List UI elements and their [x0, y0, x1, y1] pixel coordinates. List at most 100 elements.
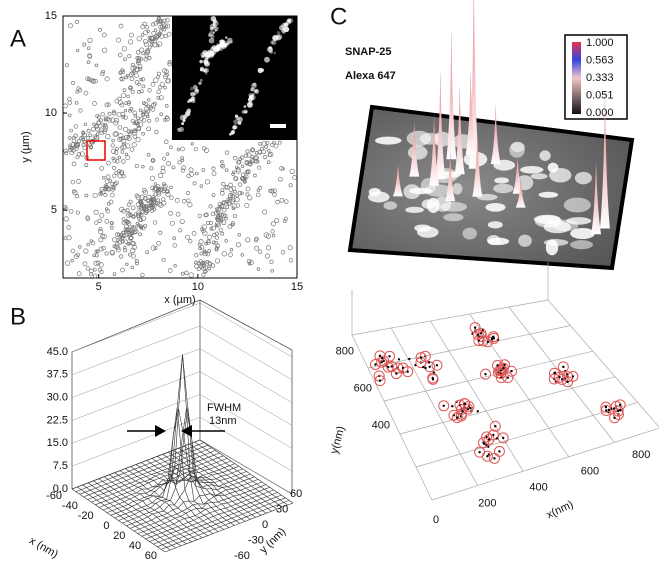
- localization: [112, 131, 118, 138]
- localization: [98, 27, 103, 32]
- signal: [244, 110, 248, 114]
- localization: [203, 213, 208, 218]
- spike: [472, 126, 483, 197]
- localization: [215, 243, 221, 249]
- localization: [221, 251, 227, 257]
- localization: [461, 410, 464, 413]
- localization: [132, 65, 137, 70]
- localization: [93, 209, 99, 215]
- localization: [133, 114, 138, 118]
- localization: [201, 168, 206, 172]
- localization: [185, 190, 190, 196]
- localization: [188, 272, 194, 278]
- localization: [432, 371, 436, 374]
- mesh-line: [189, 443, 283, 508]
- localization: [106, 186, 112, 192]
- localization: [246, 169, 251, 174]
- localization: [64, 63, 69, 68]
- localization: [129, 32, 135, 38]
- colorbar-label: 0.333: [586, 72, 614, 84]
- localization: [121, 221, 126, 225]
- localization: [128, 252, 132, 257]
- localization: [267, 152, 272, 158]
- localization: [191, 230, 197, 236]
- localization: [227, 224, 233, 229]
- localization: [139, 205, 144, 211]
- localization: [199, 245, 205, 250]
- localization: [237, 232, 241, 237]
- x-tick-label: 10: [192, 281, 204, 293]
- blob: [409, 187, 432, 195]
- localization: [114, 170, 119, 175]
- localization: [235, 193, 239, 198]
- signal: [271, 39, 277, 45]
- y-tick-label: 400: [372, 420, 390, 432]
- spike: [435, 69, 446, 180]
- localization: [145, 210, 149, 214]
- localization: [103, 193, 108, 198]
- localization: [120, 92, 127, 98]
- localization: [77, 88, 83, 93]
- signal: [225, 36, 228, 39]
- localization: [205, 239, 211, 245]
- localization: [431, 378, 435, 381]
- localization: [231, 170, 236, 174]
- signal: [227, 37, 233, 44]
- localization: [64, 260, 71, 266]
- localization: [237, 190, 243, 196]
- localization: [133, 129, 137, 133]
- localization: [155, 184, 161, 190]
- x-tick-label: 400: [529, 482, 547, 494]
- localization: [136, 55, 142, 61]
- localization: [198, 259, 204, 264]
- localization: [220, 163, 226, 169]
- localization: [267, 149, 271, 153]
- localization: [151, 30, 157, 36]
- cluster-ring: [497, 432, 509, 444]
- cluster-ring: [554, 371, 566, 383]
- spike: [445, 151, 456, 202]
- localization: [263, 232, 269, 238]
- localization: [113, 120, 119, 126]
- localization: [145, 114, 150, 119]
- localization: [121, 208, 126, 214]
- localization: [501, 436, 505, 440]
- localization: [107, 111, 112, 116]
- localization: [152, 220, 158, 225]
- localization: [78, 245, 82, 249]
- localization: [220, 231, 225, 236]
- grid-line: [430, 320, 524, 472]
- x-tick-label: -40: [62, 500, 78, 512]
- localization: [135, 137, 141, 143]
- localization: [215, 222, 221, 228]
- blob: [462, 227, 477, 240]
- psf-surface: [71, 299, 294, 553]
- localization: [138, 198, 143, 203]
- localization: [114, 180, 119, 186]
- localization: [130, 225, 134, 229]
- localization: [128, 199, 133, 204]
- localization: [100, 71, 105, 77]
- localization: [126, 202, 131, 207]
- localization: [86, 46, 91, 50]
- localization: [119, 136, 124, 141]
- localization: [208, 220, 213, 225]
- signal: [193, 88, 199, 95]
- localization: [156, 75, 160, 79]
- colorbar-label: 0.051: [586, 89, 614, 101]
- localization: [216, 207, 222, 212]
- localization: [145, 109, 151, 114]
- spike: [515, 177, 526, 208]
- localization: [73, 124, 78, 129]
- blob: [493, 183, 514, 194]
- localization: [132, 110, 138, 116]
- localization: [230, 199, 236, 205]
- localization: [245, 186, 251, 192]
- localization: [121, 115, 126, 119]
- localization: [79, 151, 85, 157]
- localization: [150, 106, 156, 112]
- spike: [591, 154, 602, 235]
- signal: [276, 31, 281, 35]
- localization: [246, 161, 252, 167]
- localization: [166, 161, 171, 167]
